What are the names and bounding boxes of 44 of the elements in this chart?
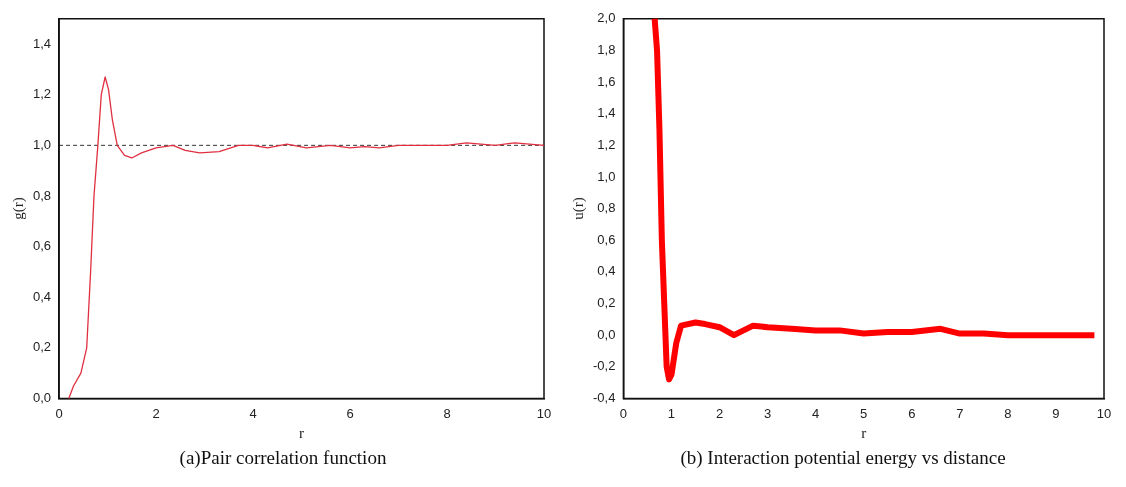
y-tick-label: 0,6 xyxy=(32,238,52,254)
y-tick-label: 0,8 xyxy=(32,187,52,203)
x-tick-label: 7 xyxy=(956,405,964,421)
x-tick-label: 4 xyxy=(812,405,820,421)
y-tick-label: 1,0 xyxy=(597,168,616,184)
y-tick-label: 1,8 xyxy=(597,42,616,58)
y-axis-title: u(r) xyxy=(569,197,587,220)
y-tick-label: 1,4 xyxy=(32,35,52,51)
y-tick-label: 0,2 xyxy=(32,339,52,355)
y-tick-label: 1,2 xyxy=(597,136,616,152)
y-tick-label: -0,4 xyxy=(592,389,616,405)
x-tick-label: 10 xyxy=(536,405,552,421)
y-tick-label: 0,4 xyxy=(32,288,52,304)
y-tick-label: 0,0 xyxy=(32,389,52,405)
y-tick-label: -0,2 xyxy=(592,358,616,374)
y-tick-label: 2,0 xyxy=(597,10,616,26)
x-tick-label: 6 xyxy=(908,405,916,421)
y-tick-label: 0,2 xyxy=(597,295,616,311)
x-tick-label: 0 xyxy=(55,405,63,421)
y-tick-label: 0,0 xyxy=(597,326,616,342)
x-axis-title: r xyxy=(861,424,867,441)
x-tick-label: 1 xyxy=(667,405,676,421)
x-tick-label: 4 xyxy=(249,405,257,421)
text: (b) Interaction potential energy vs distance xyxy=(679,447,1007,469)
x-tick-label: 0 xyxy=(619,405,628,421)
text: (a)Pair correlation function xyxy=(178,447,388,469)
x-axis-title: r xyxy=(299,424,305,441)
y-tick-label: 1,0 xyxy=(32,136,52,152)
x-tick-label: 5 xyxy=(860,405,868,421)
x-tick-label: 2 xyxy=(152,405,160,421)
x-tick-label: 8 xyxy=(1004,405,1012,421)
y-axis-title: g(r) xyxy=(9,197,27,220)
x-tick-label: 6 xyxy=(346,405,354,421)
y-tick-label: 1,4 xyxy=(597,105,616,121)
x-tick-label: 2 xyxy=(715,405,724,421)
y-tick-label: 0,4 xyxy=(597,263,616,279)
y-tick-label: 0,6 xyxy=(597,231,616,247)
x-tick-label: 8 xyxy=(443,405,451,421)
y-tick-label: 0,8 xyxy=(597,200,616,216)
x-tick-label: 3 xyxy=(763,405,772,421)
x-tick-label: 10 xyxy=(1096,405,1112,421)
y-tick-label: 1,6 xyxy=(597,73,616,89)
x-tick-label: 9 xyxy=(1052,405,1060,421)
y-tick-label: 1,2 xyxy=(32,86,52,102)
